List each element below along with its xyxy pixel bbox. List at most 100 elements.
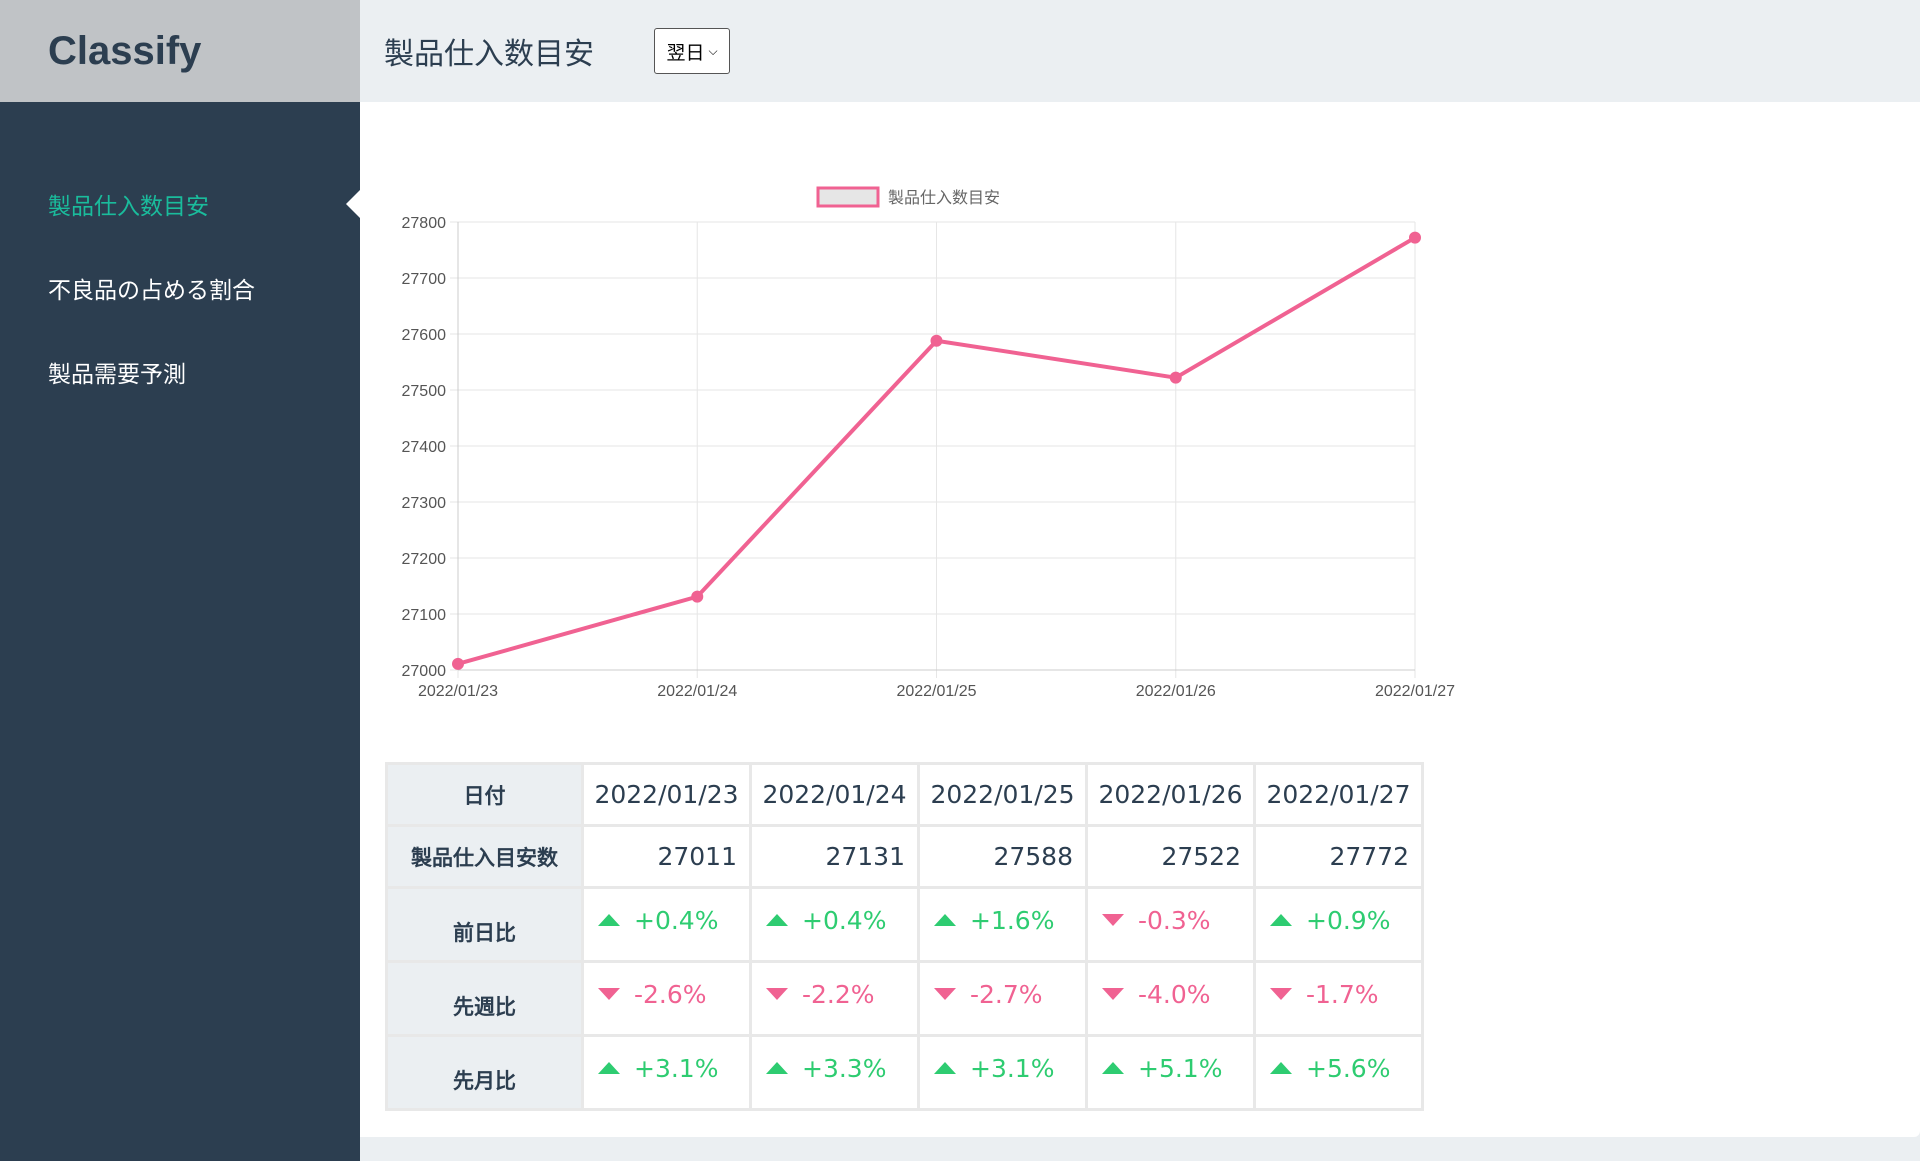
pct-value: +1.6%: [934, 906, 1054, 935]
legend-label[interactable]: 製品仕入数目安: [888, 188, 1000, 207]
pct-cell: -2.2%: [749, 960, 920, 1037]
triangle-up-icon: [934, 1062, 956, 1074]
pct-value: +0.4%: [766, 906, 886, 935]
pct-value: +3.1%: [598, 1054, 718, 1083]
page-header: 製品仕入数目安 翌日 ⌵: [360, 0, 1920, 102]
pct-text: +5.1%: [1138, 1053, 1223, 1083]
pct-cell: -0.3%: [1085, 886, 1256, 963]
y-tick-label: 27200: [402, 551, 447, 568]
triangle-down-icon: [1102, 988, 1124, 1000]
pct-text: -0.3%: [1138, 905, 1211, 935]
chevron-down-icon: ⌵: [708, 43, 718, 58]
pct-value: +0.9%: [1270, 906, 1390, 935]
y-tick-label: 27400: [402, 439, 447, 456]
triangle-up-icon: [1102, 1062, 1124, 1074]
pct-value: +0.4%: [598, 906, 718, 935]
table-row-mom: 先月比 +3.1% +3.3% +3.1% +5.1% +5.6%: [385, 1034, 1424, 1111]
table-row-dates: 日付 2022/01/23 2022/01/24 2022/01/25 2022…: [385, 762, 1424, 827]
period-select[interactable]: 翌日 ⌵: [654, 28, 730, 74]
pct-value: -2.6%: [598, 980, 707, 1009]
pct-value: -4.0%: [1102, 980, 1211, 1009]
data-point[interactable]: [691, 590, 704, 603]
triangle-up-icon: [1270, 1062, 1292, 1074]
triangle-down-icon: [1102, 914, 1124, 926]
pct-text: +0.4%: [802, 905, 887, 935]
x-axis-ticks: 2022/01/23 2022/01/24 2022/01/25 2022/01/26…: [418, 683, 1455, 700]
pct-cell: -2.7%: [917, 960, 1088, 1037]
pct-value: -2.7%: [934, 980, 1043, 1009]
triangle-up-icon: [934, 914, 956, 926]
date-cell: 2022/01/27: [1253, 762, 1424, 827]
pct-text: +0.9%: [1306, 905, 1391, 935]
pct-cell: +0.4%: [749, 886, 920, 963]
data-point[interactable]: [930, 334, 943, 347]
qty-cell: 27011: [581, 824, 752, 889]
table-row-dod: 前日比 +0.4% +0.4% +1.6% -0.3% +0.9%: [385, 886, 1424, 963]
data-point[interactable]: [1409, 231, 1421, 244]
x-tick-label: 2022/01/26: [1136, 683, 1216, 700]
table-row-wow: 先週比 -2.6% -2.2% -2.7% -4.0% -1.7%: [385, 960, 1424, 1037]
data-point[interactable]: [1169, 371, 1182, 384]
pct-value: +3.3%: [766, 1054, 886, 1083]
sidebar-item-demand-forecast[interactable]: 製品需要予測: [48, 362, 186, 388]
pct-cell: +0.4%: [581, 886, 752, 963]
x-tick-label: 2022/01/23: [418, 683, 498, 700]
date-cell: 2022/01/26: [1085, 762, 1256, 827]
pct-cell: -4.0%: [1085, 960, 1256, 1037]
pct-cell: +3.1%: [581, 1034, 752, 1111]
x-tick-label: 2022/01/27: [1375, 683, 1455, 700]
triangle-down-icon: [1270, 988, 1292, 1000]
pct-text: -2.7%: [970, 979, 1043, 1009]
header-dod: 前日比: [385, 886, 584, 963]
triangle-up-icon: [1270, 914, 1292, 926]
date-cell: 2022/01/23: [581, 762, 752, 827]
line-chart: 27000 27100 27200 27300 27400 27500 27600 27700…: [402, 186, 1455, 700]
pct-cell: -1.7%: [1253, 960, 1424, 1037]
x-tick-label: 2022/01/25: [896, 683, 976, 700]
pct-text: +3.1%: [970, 1053, 1055, 1083]
pct-text: -2.6%: [634, 979, 707, 1009]
brand-logo-text: Classify: [48, 28, 202, 73]
y-tick-label: 27600: [402, 327, 447, 344]
data-point[interactable]: [452, 657, 464, 670]
triangle-up-icon: [766, 914, 788, 926]
pct-text: -1.7%: [1306, 979, 1379, 1009]
header-date: 日付: [385, 762, 584, 827]
metrics-table: 日付 2022/01/23 2022/01/24 2022/01/25 2022…: [385, 762, 1424, 1111]
pct-cell: +5.1%: [1085, 1034, 1256, 1111]
pct-text: +3.3%: [802, 1053, 887, 1083]
pct-text: -4.0%: [1138, 979, 1211, 1009]
sidebar-item-purchase-estimate[interactable]: 製品仕入数目安: [0, 162, 360, 246]
date-cell: 2022/01/25: [917, 762, 1088, 827]
pct-text: +0.4%: [634, 905, 719, 935]
pct-cell: +5.6%: [1253, 1034, 1424, 1111]
pct-value: +5.1%: [1102, 1054, 1222, 1083]
triangle-up-icon: [766, 1062, 788, 1074]
chart-legend: 製品仕入数目安: [816, 186, 1000, 208]
pct-text: -2.2%: [802, 979, 875, 1009]
pct-cell: -2.6%: [581, 960, 752, 1037]
y-axis-ticks: 27000 27100 27200 27300 27400 27500 27600 27700…: [402, 215, 447, 680]
sidebar-item-defect-ratio[interactable]: 不良品の占める割合: [48, 278, 255, 304]
pct-cell: +3.3%: [749, 1034, 920, 1111]
legend-swatch[interactable]: [816, 186, 880, 208]
pct-text: +3.1%: [634, 1053, 719, 1083]
header-wow: 先週比: [385, 960, 584, 1037]
qty-cell: 27588: [917, 824, 1088, 889]
pct-value: -2.2%: [766, 980, 875, 1009]
page-title: 製品仕入数目安: [384, 37, 594, 72]
date-cell: 2022/01/24: [749, 762, 920, 827]
triangle-up-icon: [598, 914, 620, 926]
y-tick-label: 27700: [402, 271, 447, 288]
pct-value: +5.6%: [1270, 1054, 1390, 1083]
triangle-down-icon: [598, 988, 620, 1000]
triangle-down-icon: [766, 988, 788, 1000]
pct-value: +3.1%: [934, 1054, 1054, 1083]
sidebar-nav: 製品仕入数目安 不良品の占める割合 製品需要予測: [0, 102, 360, 414]
header-qty: 製品仕入目安数: [385, 824, 584, 889]
pct-text: +5.6%: [1306, 1053, 1391, 1083]
y-tick-label: 27500: [402, 383, 447, 400]
pct-text: +1.6%: [970, 905, 1055, 935]
brand[interactable]: Classify: [0, 0, 360, 102]
pct-cell: +0.9%: [1253, 886, 1424, 963]
